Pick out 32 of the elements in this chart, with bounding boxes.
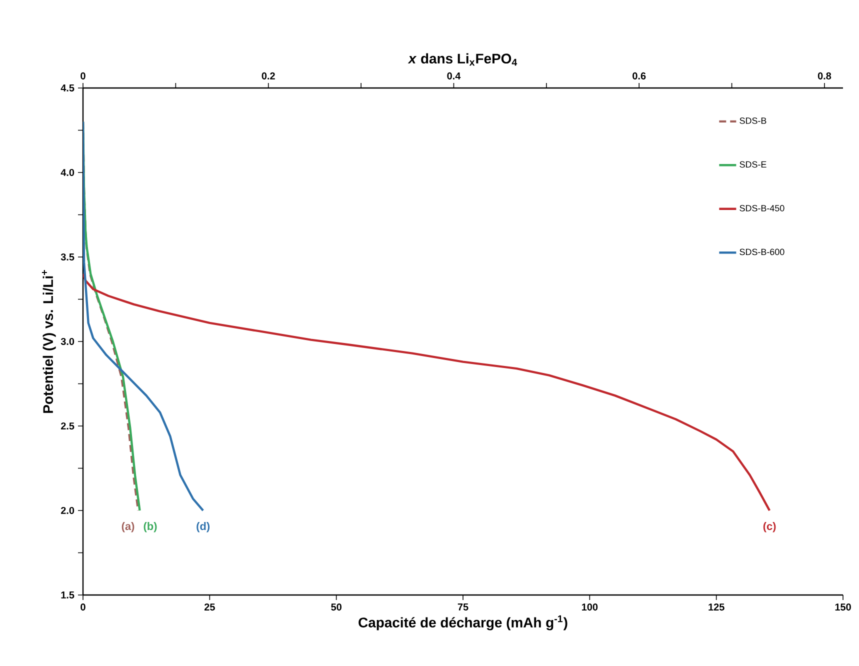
annotation: (c) — [763, 522, 776, 532]
x-tick-label: 25 — [204, 604, 215, 611]
line-series — [83, 272, 771, 512]
y-tick-label: 1.5 — [61, 592, 74, 598]
x2-tick-label: 0.6 — [632, 72, 646, 80]
annotation: (a) — [122, 522, 134, 532]
y-axis-title: Potentiel (V) vs. Li/Li$^{+}$ — [42, 270, 56, 413]
legend-label: SDS-E — [740, 161, 766, 168]
legend-label: SDS-B — [740, 118, 766, 124]
annotation: (d) — [196, 522, 210, 532]
x2-tick-label: 0 — [80, 72, 86, 80]
legend-label: SDS-B-600 — [740, 248, 784, 256]
y-tick-label: 4.5 — [60, 84, 74, 92]
y-tick-label: 2.0 — [60, 506, 74, 514]
x-tick-label: 150 — [835, 604, 851, 611]
x2-tick-label: 0.8 — [818, 72, 832, 80]
annotation: (b) — [144, 522, 157, 532]
x-tick-label: 125 — [708, 604, 724, 611]
x2-tick-label: 0.2 — [262, 72, 275, 80]
x-tick-label: 100 — [582, 604, 598, 611]
line-series — [83, 120, 204, 512]
x-tick-label: 75 — [458, 604, 468, 610]
x-tick-label: 0 — [80, 604, 86, 611]
y-tick-label: 3.5 — [60, 253, 74, 261]
x2-tick-label: 0.4 — [447, 72, 461, 80]
y-tick-label: 3.0 — [60, 338, 74, 346]
legend-label: SDS-B-450 — [740, 205, 784, 212]
x-tick-label: 50 — [331, 604, 342, 611]
x-axis-title: Capacité de décharge (mAh g$^{-1}$) — [358, 615, 568, 630]
y-tick-label: 4.0 — [60, 168, 74, 176]
x2-axis-title: x dans Li$_{x}$FePO$_{4}$ — [408, 53, 518, 66]
y-tick-label: 2.5 — [60, 422, 74, 430]
